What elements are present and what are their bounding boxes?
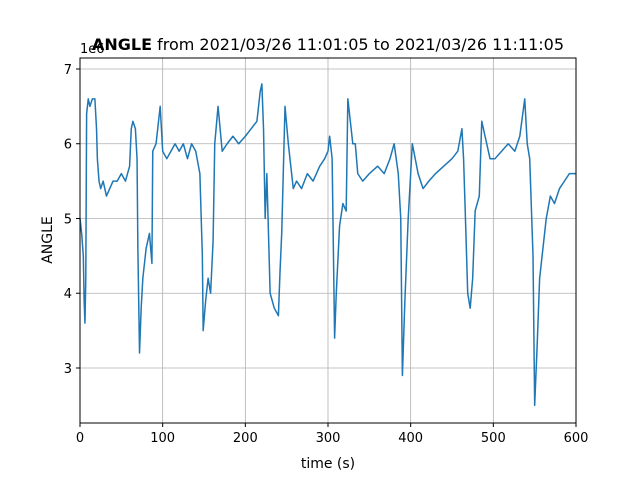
chart-title: ANGLE from 2021/03/26 11:01:05 to 2021/0…	[92, 35, 564, 54]
y-tick-label: 5	[64, 212, 72, 227]
y-tick-label: 6	[64, 138, 72, 153]
x-tick-label: 300	[316, 431, 341, 446]
x-tick-label: 500	[481, 431, 506, 446]
x-axis-label: time (s)	[301, 456, 355, 472]
y-axis-label: ANGLE	[40, 216, 56, 264]
x-tick-label: 0	[76, 431, 84, 446]
x-tick-label: 200	[233, 431, 258, 446]
x-tick-label: 400	[398, 431, 423, 446]
y-tick-label: 4	[64, 287, 72, 302]
y-offset: 1e6	[80, 42, 105, 57]
title-bold: ANGLE	[92, 35, 152, 54]
y-tick-label: 7	[64, 63, 72, 78]
y-tick-label: 3	[64, 362, 72, 377]
x-tick-label: 100	[150, 431, 175, 446]
x-tick-label: 600	[564, 431, 589, 446]
data-line	[79, 83, 576, 407]
title-text: from 2021/03/26 11:01:05 to 2021/03/26 1…	[157, 35, 564, 54]
